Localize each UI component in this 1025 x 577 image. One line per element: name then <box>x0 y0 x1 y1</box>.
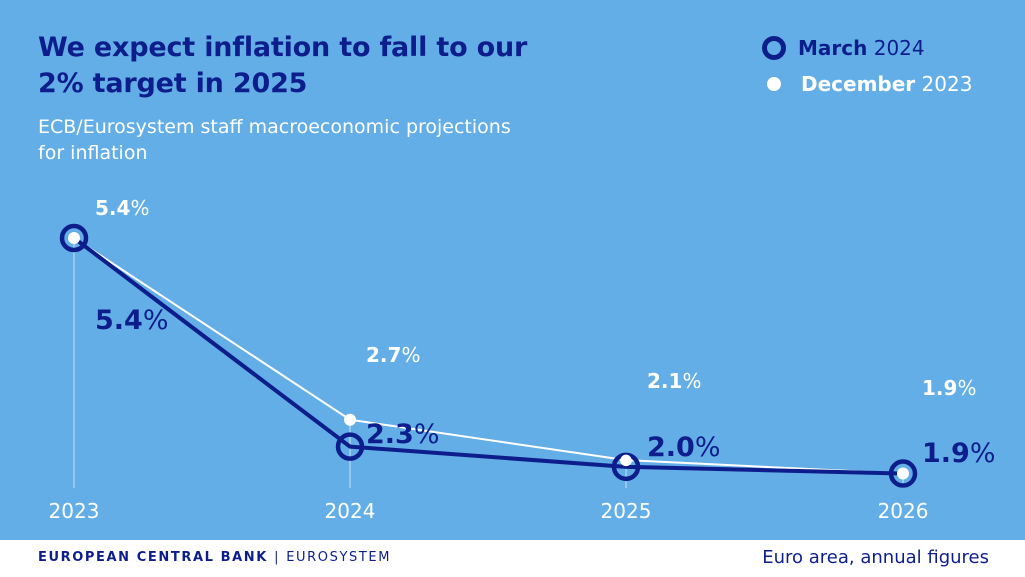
footer-note: Euro area, annual figures <box>762 547 989 568</box>
chart-subtitle-line-1: ECB/Eurosystem staff macroeconomic proje… <box>38 116 511 138</box>
legend-item-march-2024: March 2024 <box>760 32 925 64</box>
x-tick-label-2023: 2023 <box>49 499 100 523</box>
chart-subtitle: ECB/Eurosystem staff macroeconomic proje… <box>38 114 511 166</box>
x-tick-label-2026: 2026 <box>878 499 929 523</box>
ring-marker-icon <box>762 36 786 60</box>
chart-title-line-2: 2% target in 2025 <box>38 68 308 99</box>
point-march-2024-2026 <box>888 459 918 488</box>
line-chart: 5.4% 5.4% 2.7% 2.3% 2.1% 2.0% 1.9% 1.9% 2023 2024… <box>49 196 996 523</box>
legend-month-december: December <box>801 72 916 96</box>
footer-org-name: EUROPEAN CENTRAL BANK <box>38 550 268 565</box>
data-label-march-2024-2025: 2.0% <box>647 432 721 463</box>
point-december-2023-2024 <box>344 413 356 426</box>
point-december-2023-inner-2025 <box>620 454 632 466</box>
data-label-december-2023-2026: 1.9% <box>922 376 976 400</box>
data-label-march-2024-2026: 1.9% <box>922 438 996 469</box>
series-line-march-2024 <box>72 236 904 476</box>
chart-legend: March 2024 December 2023 <box>760 32 1025 112</box>
footer-bar: EUROPEAN CENTRAL BANK | EUROSYSTEM Euro … <box>0 540 1025 577</box>
legend-month-march: March <box>798 36 868 60</box>
chart-title-line-1: We expect inflation to fall to our <box>38 32 528 63</box>
footer-system-name: EUROSYSTEM <box>286 550 392 565</box>
series-line-december-2023 <box>73 237 904 475</box>
data-label-december-2023-2025: 2.1% <box>647 369 701 393</box>
point-december-2023-inner-2026 <box>897 468 909 480</box>
legend-year-2024: 2024 <box>873 36 925 60</box>
legend-year-2023: 2023 <box>921 72 973 96</box>
chart-subtitle-line-2: for inflation <box>38 142 148 164</box>
chart-panel <box>0 0 1025 540</box>
chart-title: We expect inflation to fall to our 2% ta… <box>38 30 527 102</box>
x-tick-label-2024: 2024 <box>325 499 376 523</box>
dot-marker-icon <box>767 77 781 91</box>
data-label-march-2024-2024: 2.3% <box>366 419 440 450</box>
point-december-2023-inner-2023 <box>68 232 80 244</box>
x-tick-label-2025: 2025 <box>601 499 652 523</box>
data-label-march-2024-2023: 5.4% <box>95 305 169 336</box>
point-march-2024-2024 <box>335 432 365 461</box>
data-label-december-2023-2024: 2.7% <box>366 343 420 367</box>
point-march-2024-2023 <box>59 223 89 253</box>
legend-item-december-2023: December 2023 <box>760 68 972 100</box>
footer-organization: EUROPEAN CENTRAL BANK | EUROSYSTEM <box>38 550 391 565</box>
footer-separator: | <box>274 550 281 565</box>
data-label-december-2023-2023: 5.4% <box>95 196 149 220</box>
